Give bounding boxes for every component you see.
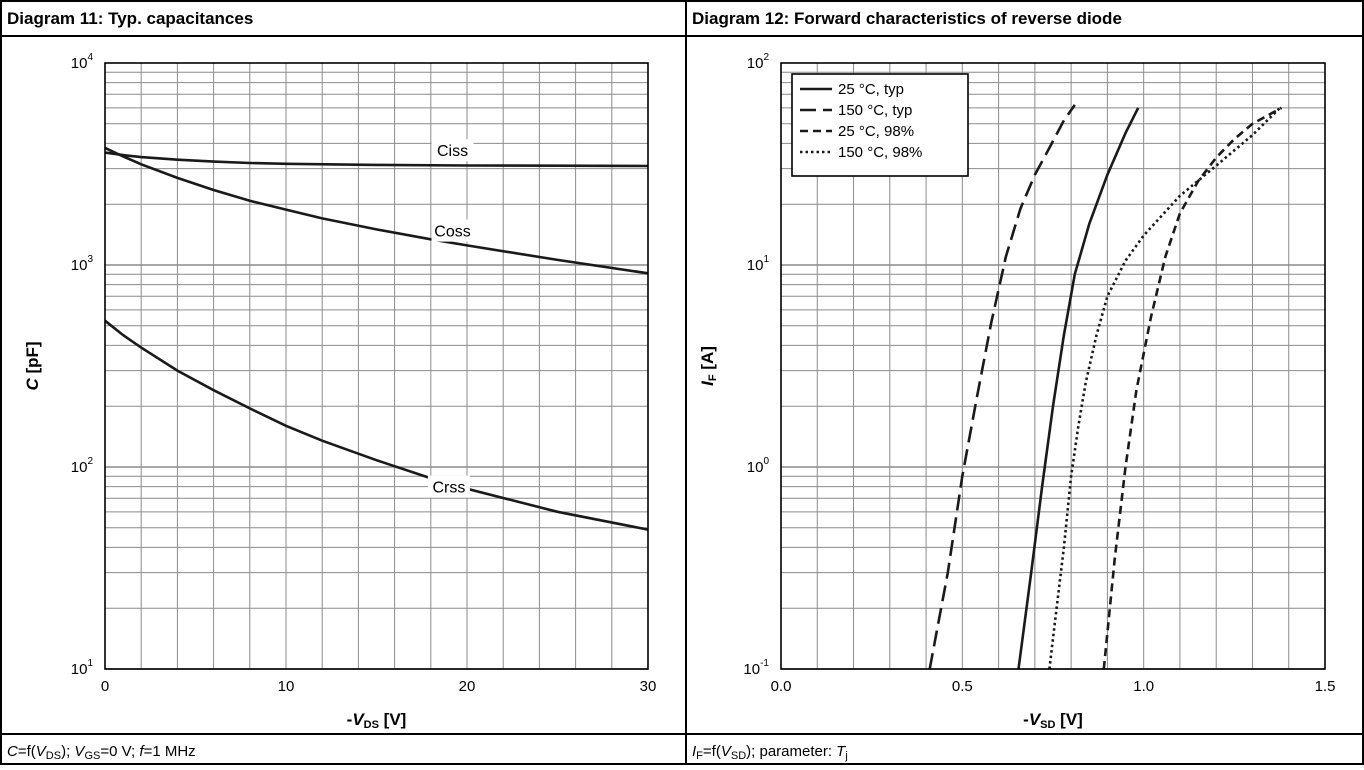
curve-label-background <box>431 139 474 162</box>
legend-label: 25 °C, 98% <box>838 123 914 140</box>
capacitance-tick-labels: 0 10 20 30 101 102 103 104 <box>71 52 657 695</box>
x-tick-label: 0.0 <box>771 678 792 695</box>
y-tick-label: 103 <box>71 254 94 274</box>
legend-label: 150 °C, typ <box>838 102 912 119</box>
diode-plot-border <box>780 62 1326 670</box>
curve-label: Crss <box>432 480 465 497</box>
curve-label-background <box>431 219 474 242</box>
legend-label: 150 °C, 98% <box>838 144 922 161</box>
series-line <box>1102 106 1283 670</box>
y-tick-label: 101 <box>747 254 770 274</box>
diagram-11-title: Diagram 11: Typ. capacitances <box>7 9 253 28</box>
x-tick-label: 10 <box>278 678 295 695</box>
y-tick-label: 10-1 <box>743 658 769 678</box>
diagram-11-footnote: C=f(VDS); VGS=0 V; f=1 MHz <box>7 743 196 762</box>
y-tick-label: 104 <box>71 52 94 72</box>
diode-series <box>928 104 1283 670</box>
curve-label: Coss <box>434 224 470 241</box>
series-line <box>104 146 649 275</box>
curve-label: Ciss <box>437 143 468 160</box>
capacitance-curve-labels: Ciss Coss Crss <box>427 139 474 498</box>
diagram-12-title: Diagram 12: Forward characteristics of r… <box>692 9 1122 28</box>
x-tick-label: 0.5 <box>952 678 973 695</box>
y-tick-label: 102 <box>747 52 770 72</box>
legend-label: 25 °C, typ <box>838 81 904 98</box>
x-tick-label: 1.5 <box>1315 678 1336 695</box>
diagram-12-footnote: IF=f(VSD); parameter: Tj <box>692 743 848 762</box>
y-tick-label: 101 <box>71 658 94 678</box>
diode-legend: 25 °C, typ 150 °C, typ 25 °C, 98% 150 °C, 9… <box>791 73 969 177</box>
diode-tick-labels: 0.0 0.5 1.0 1.5 10-1 100 101 102 <box>743 52 1335 695</box>
curve-label-background <box>427 475 470 498</box>
capacitance-grid <box>105 63 648 670</box>
capacitance-x-axis-label: -VDS [V] <box>347 710 407 731</box>
capacitance-plot-border <box>104 62 649 670</box>
series-line <box>104 151 649 168</box>
y-tick-label: 102 <box>71 456 94 476</box>
x-tick-label: 20 <box>459 678 476 695</box>
series-line <box>1048 105 1283 670</box>
x-tick-label: 0 <box>101 678 109 695</box>
series-line <box>1017 107 1140 670</box>
x-tick-label: 1.0 <box>1133 678 1154 695</box>
series-line <box>928 104 1076 670</box>
diode-x-axis-label: -VSD [V] <box>1023 710 1083 731</box>
y-tick-label: 100 <box>747 456 770 476</box>
x-tick-label: 30 <box>640 678 657 695</box>
capacitance-chart: 0 10 20 30 101 102 103 104 Ciss Coss Crss -VDS [V… <box>23 52 656 731</box>
capacitance-y-axis-label: C [pF] <box>23 341 42 390</box>
capacitance-series <box>104 146 649 531</box>
diode-y-axis-label: IF [A] <box>698 346 719 386</box>
diode-chart: 0.0 0.5 1.0 1.5 10-1 100 101 102 25 °C, typ 150 … <box>698 52 1335 731</box>
legend-box <box>791 73 969 177</box>
